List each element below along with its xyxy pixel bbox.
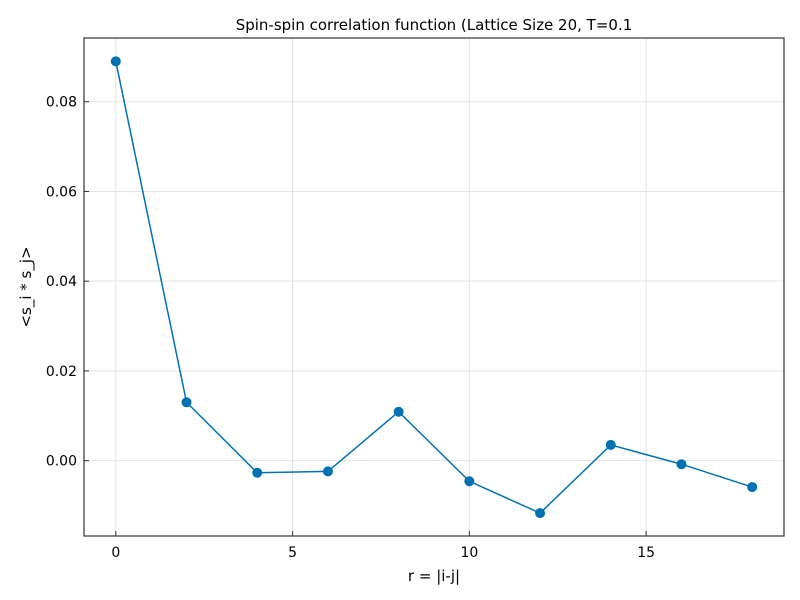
x-tick-label: 5 bbox=[288, 545, 297, 561]
data-point bbox=[605, 439, 616, 450]
y-tick-label: 0.04 bbox=[46, 274, 77, 290]
plot-frame bbox=[83, 37, 785, 537]
data-point bbox=[181, 397, 192, 408]
y-tick-label: 0.06 bbox=[46, 184, 77, 200]
x-tick-label: 15 bbox=[637, 545, 655, 561]
data-point bbox=[747, 482, 758, 493]
series-line bbox=[115, 61, 753, 515]
y-axis-label: <s_i * s_j> bbox=[17, 246, 36, 327]
data-point bbox=[110, 56, 121, 67]
y-tick-label: 0.00 bbox=[46, 454, 77, 470]
x-tick-label: 10 bbox=[460, 545, 478, 561]
data-point bbox=[393, 406, 404, 417]
series-layer bbox=[110, 56, 758, 519]
data-point bbox=[535, 508, 546, 519]
grid bbox=[84, 38, 784, 536]
data-point bbox=[322, 466, 333, 477]
x-tick-label: 0 bbox=[111, 545, 120, 561]
chart-title: Spin-spin correlation function (Lattice … bbox=[236, 16, 633, 34]
data-point bbox=[252, 467, 263, 478]
data-point bbox=[464, 476, 475, 487]
y-tick-label: 0.08 bbox=[46, 95, 77, 111]
tick-layer: 0 5 10 15 0.00 0.02 0.04 0.06 0.08 bbox=[46, 95, 655, 561]
y-tick-label: 0.02 bbox=[46, 364, 77, 380]
x-axis-label: r = |i-j| bbox=[408, 567, 460, 585]
data-point bbox=[676, 459, 687, 470]
